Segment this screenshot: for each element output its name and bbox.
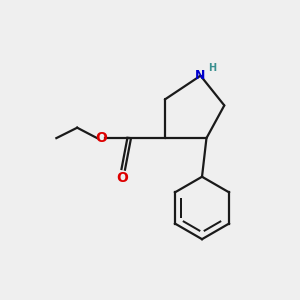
Text: H: H <box>208 63 216 73</box>
Text: O: O <box>116 171 128 184</box>
Text: N: N <box>195 69 206 82</box>
Text: O: O <box>95 131 107 145</box>
